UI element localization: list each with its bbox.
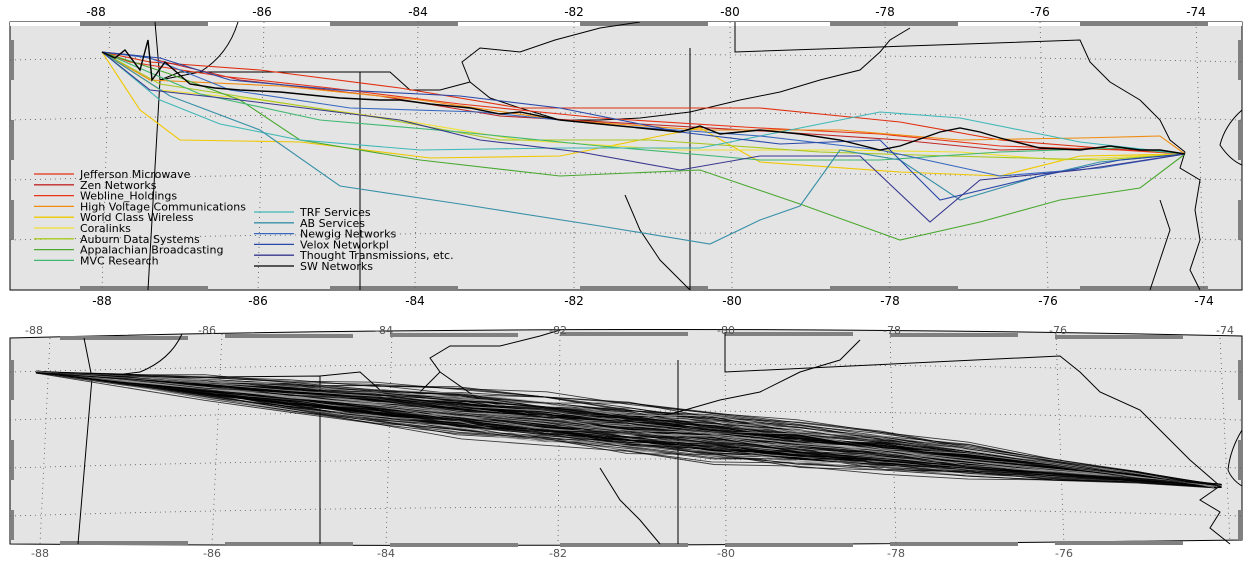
bottom-map-route-ensemble	[35, 370, 1222, 489]
legend-label: Jefferson Microwave	[79, 168, 191, 181]
tick-label: -82	[549, 547, 567, 558]
bottom-map-panel: -88 -86 -84 -82 -80 -78 -76 -74 -88 -86 -84 -82 -80…	[9, 324, 1243, 560]
tick-label: -74	[1186, 5, 1206, 19]
route-line	[35, 371, 1215, 487]
legend-label: TRF Services	[299, 206, 371, 219]
tick-label: -78	[875, 5, 895, 19]
tick-label: -80	[717, 324, 735, 337]
tick-label: -74	[1194, 294, 1214, 308]
legend-label: High Voltage Communications	[80, 200, 246, 213]
route-line	[35, 371, 1222, 488]
route-line	[35, 371, 1215, 488]
legend-label: Thought Transmissions, etc.	[299, 249, 454, 262]
tick-label: -84	[375, 324, 393, 337]
tick-label: -88	[31, 547, 49, 558]
tick-label: -88	[86, 5, 106, 19]
tick-label: -86	[248, 294, 268, 308]
tick-label: -84	[408, 5, 428, 19]
top-map-tick-labels-top: -88 -86 -84 -82 -80 -78 -76 -74	[86, 5, 1206, 19]
tick-label: -88	[92, 294, 112, 308]
legend-label: SW Networks	[300, 260, 373, 273]
route-line	[35, 371, 1218, 487]
top-map-routes	[101, 39, 1186, 245]
legend-label: World Class Wireless	[80, 211, 194, 224]
bottom-map-tick-labels-top: -88 -86 -84 -82 -80 -78 -76 -74	[25, 324, 1234, 337]
bottom-map-tick-labels-bottom: -88 -86 -84 -82 -80 -78 -76	[31, 547, 1073, 560]
tick-label: -86	[252, 5, 272, 19]
tick-label: -78	[883, 324, 901, 337]
route-line	[35, 370, 1222, 485]
tick-label: -82	[549, 324, 567, 337]
legend-label: MVC Research	[80, 254, 159, 267]
route-line	[35, 370, 1218, 488]
tick-label: -84	[405, 294, 425, 308]
route-line	[35, 372, 1222, 486]
tick-label: -88	[25, 324, 43, 337]
route-line	[35, 372, 1215, 487]
tick-label: -82	[564, 5, 584, 19]
route-line	[35, 372, 1216, 485]
tick-label: -86	[203, 547, 221, 558]
route-line	[35, 372, 1216, 486]
top-map-tick-labels-bottom: -88 -86 -84 -82 -80 -78 -76 -74	[92, 294, 1214, 308]
tick-label: -76	[1055, 547, 1073, 558]
legend-label: Coralinks	[80, 222, 131, 235]
tick-label: -82	[564, 294, 584, 308]
tick-label: -80	[722, 294, 742, 308]
legend-label: Auburn Data Systems	[80, 233, 200, 246]
route-line	[35, 372, 1215, 488]
tick-label: -74	[1216, 324, 1234, 337]
tick-label: -78	[880, 294, 900, 308]
bottom-map-graticule	[9, 329, 1243, 547]
route-line	[35, 371, 1220, 486]
tick-label: -84	[377, 547, 395, 558]
route-line	[35, 372, 1216, 488]
legend-label: Webline_Holdings	[80, 190, 177, 203]
tick-label: -80	[717, 547, 735, 558]
tick-label: -80	[720, 5, 740, 19]
tick-label: -78	[887, 547, 905, 558]
legend-label: AB Services	[300, 217, 365, 230]
tick-label: -76	[1049, 324, 1067, 337]
bottom-map-frame-bars	[10, 332, 1242, 547]
tick-label: -76	[1038, 294, 1058, 308]
route-line	[35, 372, 1217, 489]
legend-label: Appalachian Broadcasting	[80, 244, 223, 257]
legend-label: Zen Networks	[80, 179, 157, 192]
top-map-boundaries	[147, 21, 1243, 291]
legend-label: Newgig Networks	[300, 228, 396, 241]
tick-label: -76	[1030, 5, 1050, 19]
route-line	[35, 372, 1218, 485]
tick-label: -86	[198, 324, 216, 337]
legend-label: Velox Networkpl	[300, 238, 389, 251]
